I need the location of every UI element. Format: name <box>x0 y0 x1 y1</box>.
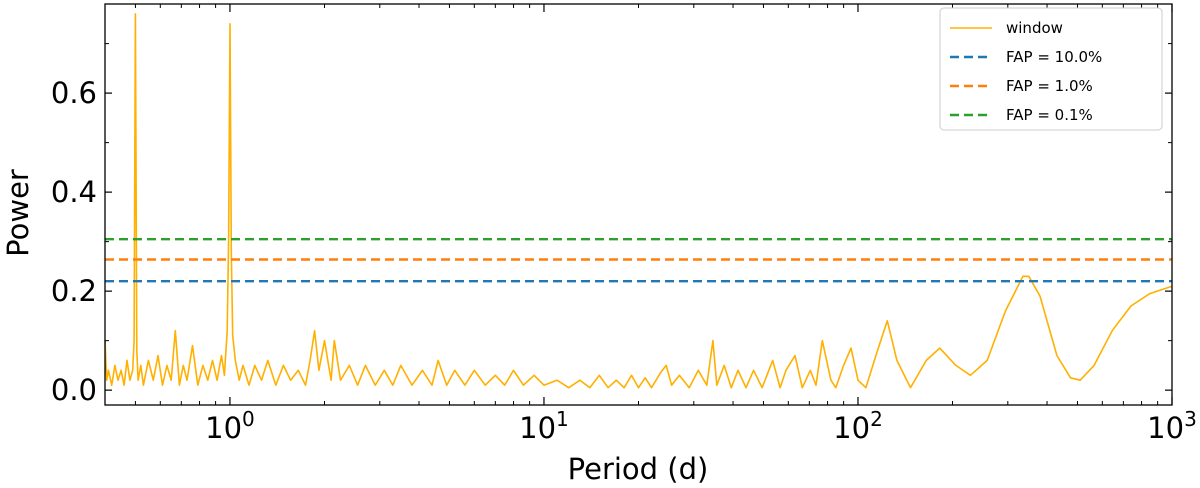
legend-label: FAP = 10.0% <box>1006 48 1102 66</box>
legend-label: FAP = 0.1% <box>1006 106 1093 124</box>
legend-box <box>939 7 1163 131</box>
x-tick-label: 101 <box>519 407 569 445</box>
y-tick-label: 0.2 <box>51 274 97 308</box>
legend-label: FAP = 1.0% <box>1006 77 1093 95</box>
y-tick-label: 0.0 <box>51 373 97 407</box>
axes: 0.0 0.2 0.4 0.6 100 101 102 103 <box>51 3 1197 445</box>
x-tick-label: 102 <box>833 407 883 445</box>
y-tick-label: 0.4 <box>51 175 97 209</box>
legend-label: window <box>1006 19 1063 37</box>
x-axis-label: Period (d) <box>568 452 709 486</box>
series-line-window <box>104 13 1173 389</box>
legend: window FAP = 10.0% FAP = 1.0% FAP = 0.1% <box>939 7 1163 131</box>
plot-area <box>104 13 1173 389</box>
y-axis-label: Power <box>1 169 35 257</box>
x-tick-label: 103 <box>1147 407 1197 445</box>
x-tick-label: 100 <box>205 407 255 445</box>
y-tick-label: 0.6 <box>51 76 97 110</box>
